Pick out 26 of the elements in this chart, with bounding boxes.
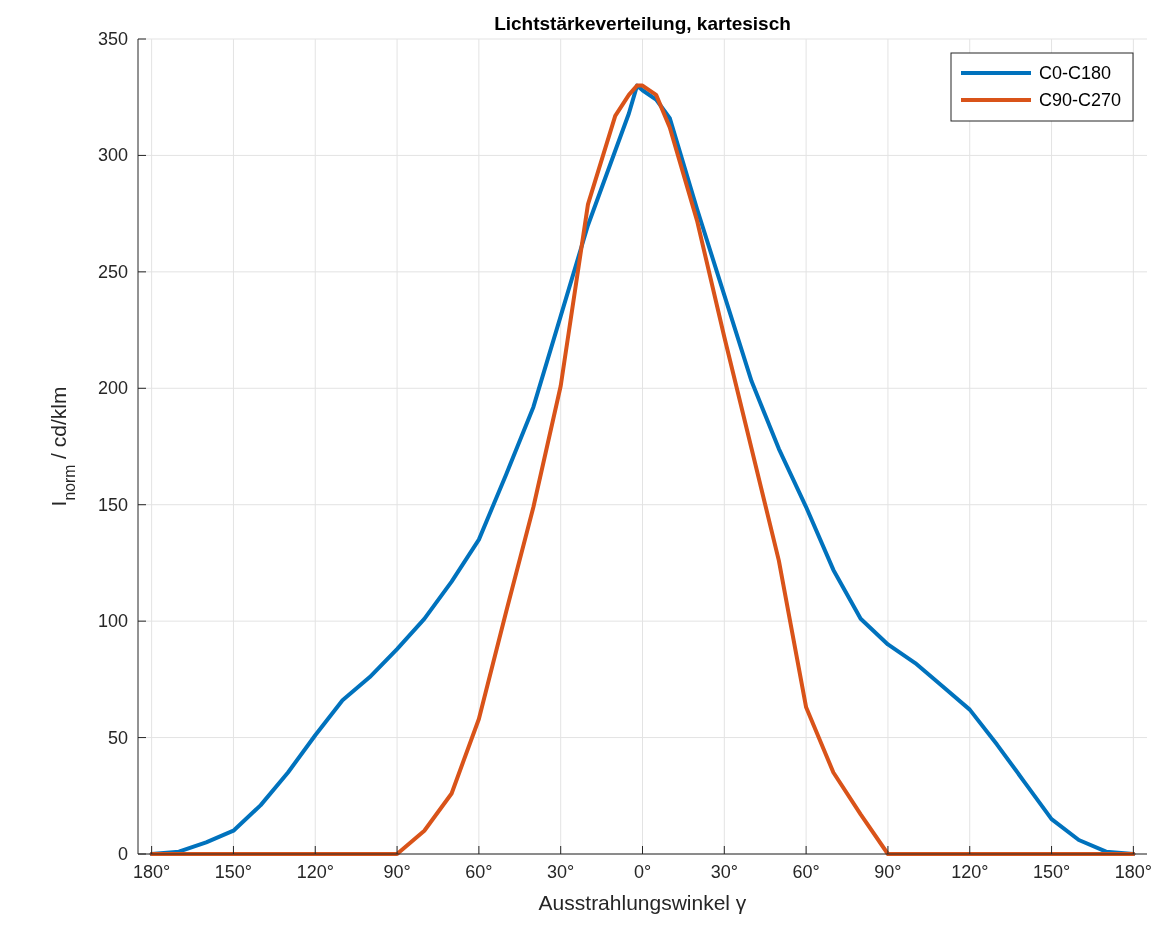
x-tick-label: 60° (792, 862, 820, 882)
y-tick-label: 0 (117, 844, 128, 864)
x-tick-label: 120° (951, 862, 989, 882)
legend-label: C90-C270 (1039, 90, 1122, 110)
x-tick-label: 180° (1114, 862, 1152, 882)
x-axis-title: Ausstrahlungswinkel γ (538, 891, 747, 914)
chart-title: Lichtstärkeverteilung, kartesisch (494, 13, 791, 34)
x-tick-label: 0° (633, 862, 652, 882)
x-tick-label: 60° (465, 862, 493, 882)
x-tick-label: 180° (133, 862, 171, 882)
y-tick-label: 150 (97, 494, 128, 515)
legend-label: C0-C180 (1039, 63, 1112, 83)
line-series (149, 83, 1136, 856)
y-tick-label: 250 (97, 261, 128, 282)
x-tick-label: 30° (710, 862, 738, 882)
y-tick-label: 100 (97, 611, 128, 632)
y-tick-label: 350 (97, 29, 128, 49)
y-tick-label: 300 (97, 145, 128, 166)
x-tick-label: 30° (547, 862, 575, 882)
x-tick-label: 150° (214, 862, 253, 882)
x-tick-label: 150° (1032, 862, 1071, 882)
x-tick-label: 90° (874, 862, 902, 882)
y-tick-label: 200 (97, 378, 128, 399)
x-tick-label: 90° (383, 862, 411, 882)
y-tick-label: 50 (107, 727, 128, 748)
x-tick-label: 120° (296, 862, 334, 882)
